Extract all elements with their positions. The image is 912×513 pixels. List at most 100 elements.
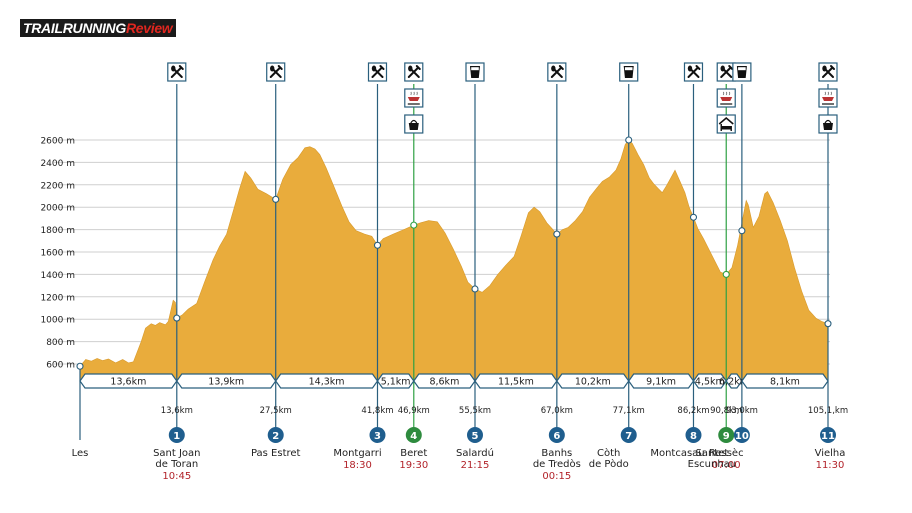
icon-glyph — [270, 65, 275, 72]
checkpoint-number: 3 — [374, 431, 381, 442]
checkpoint-name: Beret — [400, 448, 427, 459]
icon-glyph — [269, 65, 283, 78]
icon-glyph — [718, 116, 734, 125]
checkpoint-name: Salardú — [456, 447, 494, 459]
icon-glyph — [720, 65, 725, 72]
logo: TRAILRUNNINGReview — [20, 19, 177, 37]
icon-glyph — [722, 91, 731, 96]
checkpoint-number: 11 — [821, 431, 835, 442]
checkpoint-marker — [733, 427, 750, 443]
icon-glyph — [371, 65, 385, 78]
checkpoint-number: 4 — [410, 431, 417, 442]
icon-glyph — [823, 123, 833, 130]
icon-glyph — [407, 65, 421, 78]
logo-text-main: TRAILRUNNING — [23, 20, 126, 36]
hot-meal-icon — [818, 88, 838, 108]
km-label: 46,9km — [398, 406, 430, 416]
icon-glyph — [407, 97, 420, 101]
checkpoint-time: 07:00 — [712, 460, 741, 471]
checkpoint-number: 10 — [735, 431, 749, 442]
profile-dot — [471, 285, 479, 293]
checkpoint-name: Sant Joan — [153, 448, 200, 459]
icon-glyph — [170, 65, 184, 78]
hot-meal-icon — [404, 88, 424, 108]
checkpoint-number: 8 — [690, 431, 697, 442]
checkpoint-time: 00:15 — [542, 471, 571, 482]
icon-glyph — [408, 123, 419, 130]
icon-glyph — [738, 67, 746, 71]
checkpoint-name: de Pòdo — [589, 458, 629, 470]
elevation-area — [79, 139, 829, 381]
km-label: 13,6km — [161, 406, 193, 416]
checkpoint-name: Montgarri — [333, 448, 381, 459]
icon-glyph — [720, 65, 734, 78]
segment-label: 11,5km — [498, 377, 534, 388]
y-tick-label: 600 m — [46, 361, 75, 371]
aid-station-icons — [167, 62, 838, 134]
checkpoint-name: de Toran — [155, 459, 198, 470]
checkpoint-name: Santet — [695, 448, 728, 459]
y-tick-label: 1800 m — [40, 226, 75, 236]
profile-dot — [272, 195, 280, 203]
y-tick-label: 1200 m — [40, 293, 75, 303]
segment-label: 8,1km — [770, 377, 800, 388]
icon-glyph — [687, 65, 701, 78]
checkpoint-name: Vielha — [815, 448, 846, 459]
checkpoint-time: 10:45 — [162, 471, 191, 482]
segment-label: 13,6km — [110, 377, 146, 388]
checkpoint-marker — [620, 427, 637, 443]
fork-knife-icon — [167, 62, 187, 82]
fork-knife-icon — [716, 62, 736, 82]
segment-label: 6,2km — [719, 377, 749, 388]
y-tick-label: 2400 m — [40, 159, 75, 169]
y-tick-label: 1400 m — [40, 271, 75, 281]
fork-knife-icon — [367, 62, 388, 82]
segment-label: 5,1km — [381, 377, 411, 388]
segment-label: 14,3km — [309, 377, 345, 388]
profile-dot — [738, 227, 746, 235]
fork-knife-icon — [683, 62, 704, 82]
fork-knife-icon — [266, 62, 286, 82]
checkpoint-marker — [168, 427, 185, 443]
checkpoint-marker — [405, 427, 422, 443]
checkpoint-name: Pas Estret — [251, 448, 301, 459]
checkpoint-time: 18:30 — [343, 460, 372, 471]
segment-label: 10,2km — [575, 377, 611, 388]
checkpoint-time: 19:30 — [399, 460, 428, 471]
bed-icon — [716, 114, 736, 134]
km-label: 77,1km — [613, 406, 645, 416]
drop-bag-icon — [818, 114, 838, 134]
checkpoint-number: 6 — [553, 431, 560, 442]
icon-glyph — [410, 119, 418, 124]
icon-glyph — [410, 91, 418, 96]
icon-glyph — [822, 65, 835, 78]
checkpoint-time: 11:30 — [816, 460, 845, 471]
y-axis-labels: 600 m 800 m 1000 m 1200 m 1400 m 1600 m 1800 m… — [40, 137, 75, 371]
icon-glyph — [551, 65, 556, 72]
fork-knife-icon — [404, 62, 424, 82]
segment-label: 13,9km — [208, 377, 244, 388]
checkpoint-marker — [820, 427, 836, 443]
checkpoint-name: Escunhau — [688, 459, 737, 470]
icon-glyph — [408, 65, 413, 72]
icon-glyph — [687, 65, 693, 72]
water-glass-icon — [465, 62, 485, 82]
icon-glyph — [721, 126, 732, 130]
km-label: 27,5km — [260, 406, 292, 416]
segment-distance-bar: 13,6km 13,9km 14,3km 5,1km 8,6km 11,5km 10,2km… — [79, 373, 829, 389]
y-tick-label: 2600 m — [40, 137, 75, 147]
km-label: 86,2km — [677, 406, 709, 416]
logo-text-accent: Review — [125, 20, 173, 36]
fork-knife-icon — [818, 62, 838, 82]
checkpoint-name: Còth — [597, 447, 620, 459]
icon-glyph — [824, 119, 832, 124]
km-label: 41,8km — [361, 406, 393, 416]
checkpoint-number: 5 — [472, 431, 479, 442]
checkpoint-name: Ressèc — [709, 447, 744, 459]
drop-bag-icon — [404, 114, 424, 134]
y-tick-label: 2000 m — [40, 204, 75, 214]
segment-label: 4,5km — [695, 377, 725, 388]
icon-glyph — [822, 65, 827, 72]
fork-knife-icon — [547, 62, 567, 82]
